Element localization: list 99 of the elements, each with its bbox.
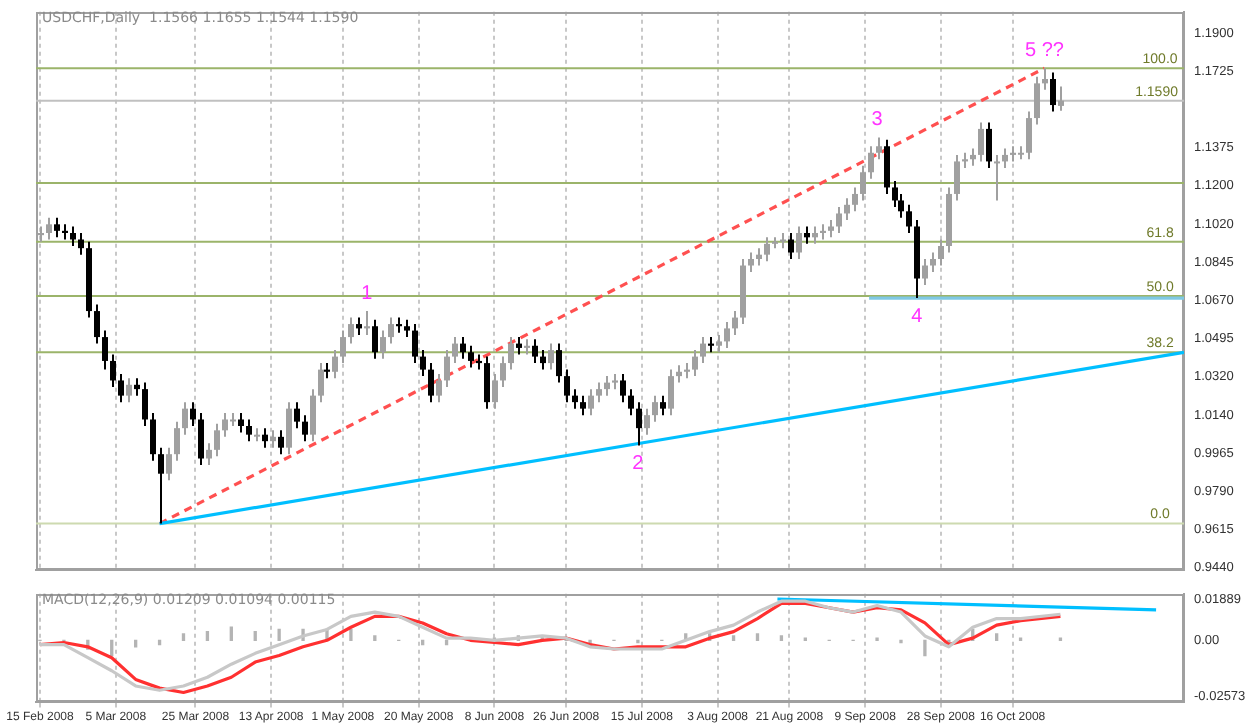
- candlestick: [468, 344, 474, 369]
- candlestick: [102, 329, 108, 371]
- candlestick: [994, 153, 1000, 202]
- candlestick: [420, 349, 426, 378]
- candlestick: [978, 121, 984, 163]
- candlestick: [986, 121, 992, 169]
- candlestick: [1034, 75, 1040, 126]
- candlestick: [732, 310, 738, 336]
- candlestick: [238, 411, 244, 434]
- candlestick: [500, 355, 506, 388]
- candlestick: [532, 338, 538, 365]
- candlestick: [652, 394, 658, 423]
- candlestick: [748, 251, 754, 274]
- candlestick: [628, 388, 634, 417]
- candlestick: [294, 401, 300, 430]
- candlestick: [644, 407, 650, 436]
- candlestick: [142, 381, 148, 427]
- candlestick: [310, 388, 316, 443]
- candlestick: [126, 377, 132, 404]
- candlestick: [868, 145, 874, 180]
- candlestick: [380, 329, 386, 360]
- candlestick: [668, 368, 674, 417]
- candlestick: [844, 197, 850, 221]
- candlestick: [302, 414, 308, 443]
- candlestick: [388, 316, 394, 345]
- candlestick: [348, 316, 354, 345]
- candlestick: [564, 368, 570, 404]
- candlestick: [700, 336, 706, 365]
- candlestick: [476, 353, 482, 371]
- candlestick: [166, 446, 172, 482]
- annotation: 2: [632, 453, 645, 476]
- candlestick: [884, 138, 890, 195]
- candlestick: [444, 349, 450, 388]
- candlestick: [954, 153, 960, 202]
- candlestick: [206, 442, 212, 467]
- candlestick: [852, 186, 858, 213]
- candlestick: [158, 446, 164, 525]
- candlestick: [452, 336, 458, 365]
- candlestick: [372, 318, 378, 360]
- candlestick: [70, 225, 76, 247]
- candlestick: [182, 401, 188, 436]
- candlestick: [930, 251, 936, 274]
- candlestick: [278, 429, 284, 456]
- candlestick: [588, 388, 594, 417]
- candlestick: [118, 372, 124, 404]
- candlestick: [286, 401, 292, 456]
- candlestick: [922, 258, 928, 287]
- candlestick: [54, 216, 60, 239]
- candlestick: [796, 225, 802, 261]
- candlestick: [364, 310, 370, 336]
- candlestick: [508, 336, 514, 371]
- candlestick: [548, 342, 554, 371]
- annotation: 3: [871, 109, 884, 132]
- candlestick: [190, 401, 196, 427]
- candlestick: [596, 381, 602, 404]
- candlestick: [788, 231, 794, 261]
- candlestick: [636, 401, 642, 447]
- candlestick: [1050, 71, 1056, 113]
- candlestick: [938, 238, 944, 267]
- candlestick: [412, 323, 418, 365]
- candlestick: [150, 411, 156, 462]
- candlestick: [246, 418, 252, 443]
- candlestick: [1026, 110, 1032, 161]
- candlestick: [836, 205, 842, 234]
- candlestick: [876, 136, 882, 161]
- candlestick: [906, 203, 912, 234]
- candlestick: [340, 329, 346, 365]
- candlestick: [174, 420, 180, 462]
- candlestick: [604, 375, 610, 397]
- candlestick: [110, 353, 116, 388]
- candlestick: [94, 303, 100, 345]
- candlestick: [572, 388, 578, 410]
- candlestick: [318, 362, 324, 404]
- candlestick: [764, 236, 770, 263]
- candlestick: [580, 394, 586, 417]
- candlestick: [860, 164, 866, 202]
- candlestick: [620, 372, 626, 404]
- candlestick: [660, 394, 666, 417]
- candlestick: [198, 411, 204, 467]
- candlestick: [1002, 147, 1008, 169]
- candlestick: [724, 320, 730, 349]
- candlestick: [492, 372, 498, 410]
- candlestick: [78, 231, 84, 256]
- candlestick: [692, 349, 698, 378]
- candlestick: [556, 342, 562, 384]
- annotation: 4: [911, 305, 924, 328]
- candlestick: [428, 362, 434, 404]
- candlestick: [460, 336, 466, 360]
- candlestick: [332, 349, 338, 380]
- candlestick: [214, 422, 220, 458]
- candlestick: [436, 372, 442, 404]
- annotation: 5 ??: [1025, 39, 1065, 62]
- candlestick: [222, 411, 228, 438]
- candlestick: [1058, 85, 1064, 112]
- candlestick: [1042, 67, 1048, 91]
- candlestick: [540, 349, 546, 371]
- candlestick: [484, 355, 490, 410]
- candlestick: [262, 427, 268, 449]
- candlestick: [46, 216, 52, 241]
